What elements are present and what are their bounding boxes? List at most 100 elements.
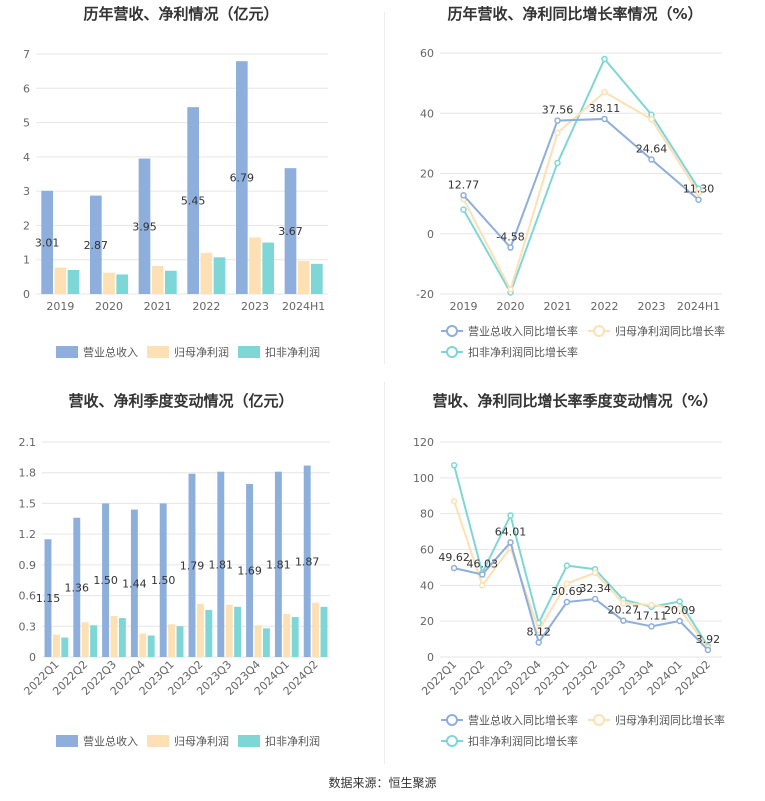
bar [235, 61, 248, 295]
y-tick-label: 0 [427, 651, 434, 664]
series-point [563, 598, 571, 606]
legend-label: 营业总收入同比增长率 [468, 324, 578, 338]
series-point [460, 192, 467, 199]
series-point [563, 580, 571, 587]
bar [303, 465, 311, 657]
bar [196, 603, 204, 657]
bar [147, 635, 155, 657]
data-label: 3.01 [35, 236, 60, 249]
data-label: 1.50 [151, 574, 176, 587]
series-line [453, 500, 709, 649]
bar [176, 626, 184, 657]
y-tick-label: -20 [416, 288, 434, 301]
x-tick-label: 2024H1 [282, 300, 325, 313]
y-tick-label: 0.6 [19, 590, 37, 603]
y-tick-label: 2.1 [19, 436, 37, 449]
series-point [676, 605, 683, 612]
bar [254, 625, 262, 657]
data-label: 24.64 [636, 143, 668, 156]
data-label: 20.27 [608, 604, 640, 617]
data-label: 2.87 [84, 239, 109, 252]
bar [274, 471, 282, 657]
bar [262, 242, 275, 294]
data-label: 1.36 [65, 581, 90, 594]
series-point [507, 512, 514, 519]
legend-label: 扣非净利润 [265, 734, 320, 748]
bar [213, 257, 226, 294]
series-point [648, 116, 655, 123]
y-tick-label: 1.8 [19, 467, 37, 480]
bar [90, 625, 98, 657]
bar [188, 473, 196, 657]
y-tick-label: 20 [420, 168, 434, 181]
bar [312, 602, 320, 657]
y-tick-label: 0.3 [19, 620, 37, 633]
series-point [676, 598, 683, 605]
data-label: 32.34 [579, 582, 611, 595]
series-point [450, 462, 458, 469]
legend-marker [446, 325, 458, 337]
data-label: 49.62 [438, 551, 470, 564]
data-label: 46.03 [467, 558, 499, 571]
chart-title: 营收、净利季度变动情况（亿元） [68, 392, 293, 410]
series-point [591, 595, 599, 603]
legend-marker [446, 346, 458, 358]
bar [81, 622, 89, 657]
bar [138, 158, 151, 294]
x-tick-label: 2021 [144, 300, 172, 313]
series-point [507, 539, 514, 546]
chart-title: 营收、净利同比增长率季度变动情况（%） [432, 392, 717, 410]
series-point [620, 600, 627, 607]
legend-marker [593, 714, 605, 726]
series-point [479, 571, 486, 578]
bar [217, 471, 225, 657]
y-tick-label: 3 [23, 185, 30, 198]
data-label: 1.81 [266, 558, 291, 571]
legend-label: 营业总收入 [83, 345, 138, 359]
series-line [462, 117, 700, 250]
series-line [462, 57, 700, 295]
y-tick-label: 1.2 [19, 528, 37, 541]
bar [262, 628, 270, 657]
x-tick-label: 2019 [46, 300, 74, 313]
data-label: 1.50 [93, 574, 118, 587]
series-point [676, 617, 683, 625]
series-point [460, 206, 467, 213]
legend-label: 营业总收入 [83, 734, 138, 748]
data-source-note: 数据来源：恒生聚源 [328, 776, 437, 790]
series-point [507, 286, 514, 293]
bar [102, 503, 110, 657]
y-tick-label: 20 [420, 615, 434, 628]
data-label: 3.92 [696, 633, 721, 646]
column-divider [384, 382, 385, 764]
series-point [695, 196, 702, 203]
legend-swatch [238, 735, 260, 747]
y-tick-label: 40 [420, 579, 434, 592]
legend-label: 营业总收入同比增长率 [468, 713, 578, 727]
legend-label: 扣非净利润同比增长率 [468, 734, 578, 748]
bar [311, 263, 323, 294]
y-tick-label: 0.9 [19, 559, 37, 572]
y-tick-label: 120 [413, 436, 434, 449]
y-tick-label: 0 [23, 288, 30, 301]
y-tick-label: 7 [23, 48, 30, 61]
series-point [507, 244, 514, 251]
bar [116, 274, 129, 294]
legend-swatch [147, 346, 169, 358]
bar [52, 634, 60, 657]
bar [130, 509, 138, 657]
x-tick-label: 2023 [241, 300, 269, 313]
bar [73, 517, 81, 657]
series-line [462, 90, 700, 293]
y-tick-label: 1.5 [19, 497, 37, 510]
y-tick-label: 60 [420, 47, 434, 60]
data-label: 17.11 [636, 609, 668, 622]
series-point [601, 88, 608, 96]
y-tick-label: 5 [23, 117, 30, 130]
bar [44, 539, 52, 657]
bar [103, 272, 115, 294]
data-label: 1.15 [36, 592, 61, 605]
legend-label: 扣非净利润同比增长率 [468, 345, 578, 359]
series-point [601, 115, 608, 123]
